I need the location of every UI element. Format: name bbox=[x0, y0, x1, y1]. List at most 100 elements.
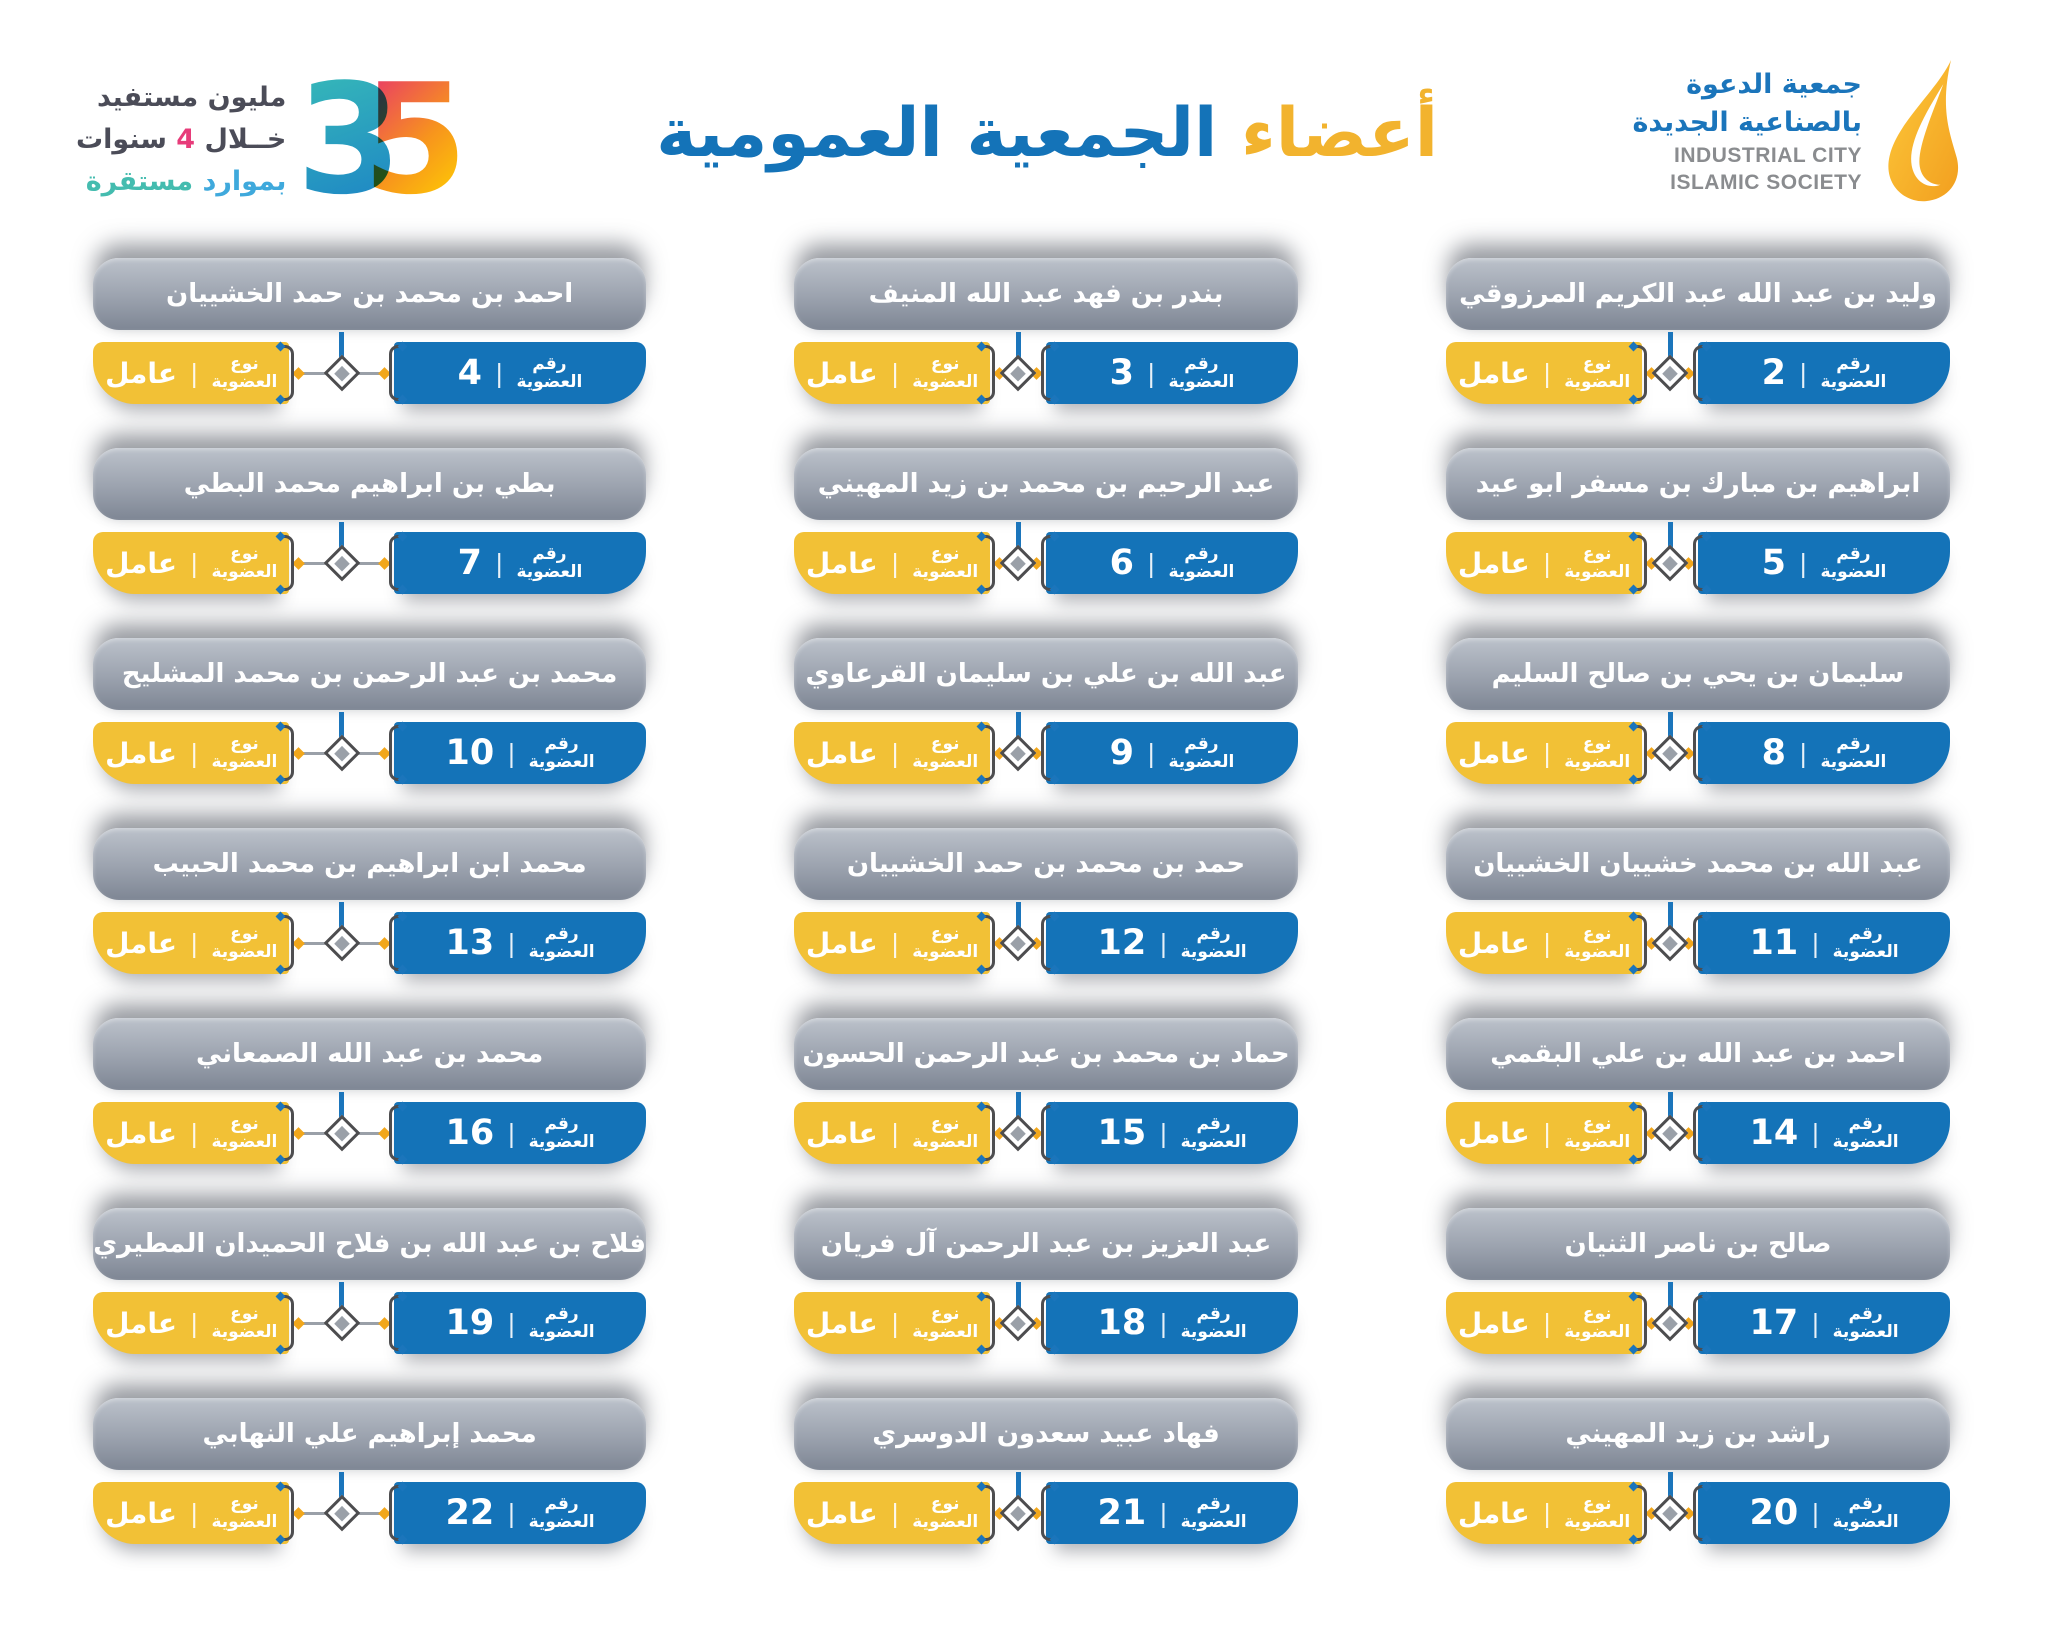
bracket-icon bbox=[976, 911, 995, 975]
separator: | bbox=[1542, 548, 1552, 578]
member-details-row: نوع العضوية | عامل رقم العضوية | bbox=[93, 522, 646, 595]
connector bbox=[976, 1472, 1060, 1545]
connector-stem bbox=[339, 712, 345, 739]
separator: | bbox=[190, 738, 199, 768]
membership-number-pill: رقم العضوية | 7 bbox=[394, 532, 646, 594]
badge-35-text: مليون مستفيد خــلال 4 سنوات بموارد مستقر… bbox=[76, 77, 286, 203]
bracket-icon bbox=[389, 341, 408, 405]
connector bbox=[976, 712, 1060, 785]
diamond-icon bbox=[323, 544, 360, 582]
membership-type-value: عامل bbox=[105, 356, 178, 390]
member-name-pill: محمد ابن ابراهيم بن محمد الحبيب bbox=[93, 828, 646, 900]
diamond-icon bbox=[1651, 734, 1689, 772]
connector bbox=[976, 1092, 1060, 1165]
membership-type-value: عامل bbox=[805, 356, 878, 390]
bracket-icon bbox=[976, 1101, 995, 1165]
membership-type-value: عامل bbox=[1457, 546, 1530, 580]
connector-stem bbox=[1667, 1282, 1673, 1309]
connector-stem bbox=[1015, 1092, 1021, 1119]
diamond-dot-icon bbox=[292, 936, 306, 950]
member-details-row: نوع العضوية | عامل رقم العضوية | bbox=[93, 1282, 646, 1355]
diamond-icon bbox=[1651, 1114, 1689, 1152]
separator: | bbox=[1811, 1118, 1820, 1148]
member-name-pill: فلاح بن عبد الله بن فلاح الحميدان المطير… bbox=[93, 1208, 646, 1280]
diamond-icon bbox=[323, 1114, 360, 1152]
member-card: حماد بن محمد بن عبد الرحمن الحسون نوع ال… bbox=[794, 1018, 1298, 1165]
bracket-icon bbox=[976, 1291, 995, 1355]
diamond-icon bbox=[1651, 1304, 1689, 1342]
separator: | bbox=[1159, 1498, 1168, 1528]
membership-number-label: رقم العضوية bbox=[528, 923, 595, 962]
bracket-icon bbox=[1693, 1101, 1712, 1165]
bracket-icon bbox=[976, 1481, 995, 1545]
member-details-row: نوع العضوية | عامل رقم العضوية | bbox=[794, 522, 1298, 595]
member-name-pill: عبد الله بن محمد خشييان الخشييان bbox=[1446, 828, 1950, 900]
membership-number-label: رقم العضوية bbox=[528, 1113, 595, 1152]
diamond-icon bbox=[323, 734, 360, 772]
membership-number-label: رقم العضوية bbox=[1180, 1303, 1247, 1342]
member-name-pill: عبد العزيز بن عبد الرحمن آل فريان bbox=[794, 1208, 1298, 1280]
bracket-icon bbox=[275, 1101, 295, 1165]
member-card: محمد بن عبد الله الصمعاني نوع العضوية | … bbox=[93, 1018, 646, 1165]
membership-number: 13 bbox=[445, 923, 495, 963]
membership-type-label: نوع العضوية bbox=[912, 353, 979, 392]
membership-type-label: نوع العضوية bbox=[1564, 1493, 1631, 1532]
membership-number: 14 bbox=[1749, 1113, 1799, 1153]
member-name-pill: راشد بن زيد المهيني bbox=[1446, 1398, 1950, 1470]
membership-type-pill: نوع العضوية | عامل bbox=[1446, 1292, 1642, 1354]
membership-number-label: رقم العضوية bbox=[528, 733, 595, 772]
membership-type-value: عامل bbox=[105, 1496, 178, 1530]
membership-type-label: نوع العضوية bbox=[211, 1113, 278, 1152]
diamond-dot-icon bbox=[292, 1506, 306, 1520]
separator: | bbox=[1811, 1308, 1820, 1338]
member-card: فلاح بن عبد الله بن فلاح الحميدان المطير… bbox=[93, 1208, 646, 1355]
membership-number-label: رقم العضوية bbox=[1820, 733, 1887, 772]
diamond-dot-icon bbox=[292, 1316, 306, 1330]
membership-number-label: رقم العضوية bbox=[1168, 543, 1235, 582]
member-card: عبد الله بن علي بن سليمان القرعاوي نوع ا… bbox=[794, 638, 1298, 785]
separator: | bbox=[890, 1308, 900, 1338]
member-name: عبد الله بن علي بن سليمان القرعاوي bbox=[805, 659, 1287, 689]
member-name: ابراهيم بن مبارك بن مسفر ابو عيد bbox=[1475, 469, 1921, 499]
connector bbox=[1628, 902, 1712, 975]
membership-number-label: رقم العضوية bbox=[1180, 923, 1247, 962]
organization-logo: جمعية الدعوة بالصناعية الجديدة INDUSTRIA… bbox=[1632, 56, 1976, 206]
member-name: محمد بن عبد الرحمن بن محمد المشليح bbox=[121, 659, 618, 689]
membership-number-pill: رقم العضوية | 6 bbox=[1046, 532, 1298, 594]
member-details-row: نوع العضوية | عامل رقم العضوية | bbox=[93, 902, 646, 975]
membership-number-pill: رقم العضوية | 20 bbox=[1698, 1482, 1950, 1544]
member-name: محمد إبراهيم علي النهابي bbox=[202, 1419, 537, 1449]
membership-type-pill: نوع العضوية | عامل bbox=[93, 1292, 290, 1354]
diamond-icon bbox=[999, 354, 1037, 392]
membership-number: 17 bbox=[1749, 1303, 1799, 1343]
membership-type-label: نوع العضوية bbox=[1564, 733, 1631, 772]
member-name: احمد بن محمد بن حمد الخشييان bbox=[166, 279, 574, 309]
membership-type-label: نوع العضوية bbox=[211, 1493, 278, 1532]
membership-number-label: رقم العضوية bbox=[528, 1493, 595, 1532]
member-name: بطي بن ابراهيم محمد البطي bbox=[183, 469, 556, 499]
connector-line bbox=[354, 1316, 391, 1330]
bracket-icon bbox=[1041, 1101, 1060, 1165]
members-grid: وليد بن عبد الله عبد الكريم المرزوقي نوع… bbox=[0, 238, 2048, 1545]
membership-number-pill: رقم العضوية | 4 bbox=[394, 342, 646, 404]
member-name: فلاح بن عبد الله بن فلاح الحميدان المطير… bbox=[93, 1229, 646, 1259]
member-name: راشد بن زيد المهيني bbox=[1565, 1419, 1831, 1449]
member-name: احمد بن عبد الله بن علي البقمي bbox=[1490, 1039, 1906, 1069]
separator: | bbox=[1542, 1498, 1552, 1528]
separator: | bbox=[507, 1308, 516, 1338]
membership-number: 7 bbox=[457, 543, 482, 583]
diamond-dot-icon bbox=[292, 746, 306, 760]
member-details-row: نوع العضوية | عامل رقم العضوية | bbox=[794, 902, 1298, 975]
member-name-pill: احمد بن محمد بن حمد الخشييان bbox=[93, 258, 646, 330]
member-card: راشد بن زيد المهيني نوع العضوية | عامل bbox=[1446, 1398, 1950, 1545]
member-details-row: نوع العضوية | عامل رقم العضوية | bbox=[93, 712, 646, 785]
separator: | bbox=[495, 358, 504, 388]
member-details-row: نوع العضوية | عامل رقم العضوية | bbox=[93, 1092, 646, 1165]
membership-type-label: نوع العضوية bbox=[912, 543, 979, 582]
membership-number: 16 bbox=[445, 1113, 495, 1153]
member-name: عبد العزيز بن عبد الرحمن آل فريان bbox=[820, 1229, 1272, 1259]
membership-type-pill: نوع العضوية | عامل bbox=[794, 532, 990, 594]
membership-type-pill: نوع العضوية | عامل bbox=[794, 1102, 990, 1164]
membership-number: 8 bbox=[1761, 733, 1786, 773]
bracket-icon bbox=[275, 1481, 295, 1545]
